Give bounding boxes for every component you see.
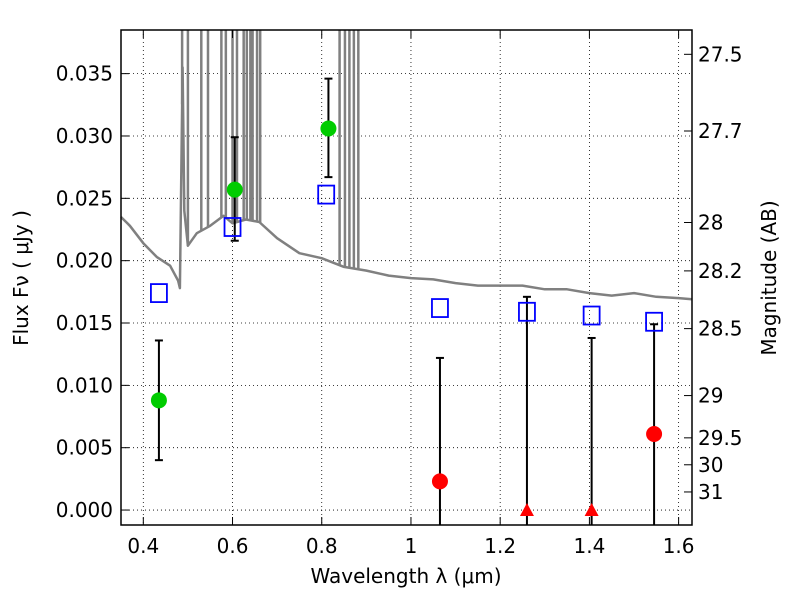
x-tick-label: 1 — [405, 534, 418, 558]
x-tick-label: 0.4 — [127, 534, 159, 558]
y-tick-label: 0.025 — [56, 186, 113, 210]
y-axis-label: Flux Fν ( μJy ) — [9, 210, 33, 346]
right-tick-label: 31 — [698, 480, 723, 504]
grid — [121, 30, 692, 525]
right-tick-label: 28 — [698, 211, 723, 235]
x-axis-label: Wavelength λ (μm) — [310, 564, 501, 588]
y-tick-label: 0.010 — [56, 373, 113, 397]
y-tick-label: 0.035 — [56, 62, 113, 86]
x-tick-label: 0.8 — [306, 534, 338, 558]
right-tick-label: 27.5 — [698, 42, 743, 66]
y-tick-label: 0.000 — [56, 498, 113, 522]
square-marker — [518, 301, 536, 322]
triangle-marker — [519, 503, 534, 517]
circle-marker — [646, 425, 663, 442]
right-tick-label: 29.5 — [698, 426, 743, 450]
right-tick-label: 30 — [698, 453, 723, 477]
square-marker — [582, 305, 601, 326]
y-tick-label: 0.020 — [56, 249, 113, 273]
circle-marker — [320, 120, 337, 137]
data-markers — [150, 120, 663, 517]
square-marker — [645, 311, 663, 332]
right-tick-label: 28.2 — [698, 259, 743, 283]
y-tick-label: 0.030 — [56, 124, 113, 148]
circle-marker — [431, 473, 448, 490]
right-tick-label: 29 — [698, 384, 723, 408]
plot-frame — [120, 29, 693, 526]
square-marker — [223, 217, 242, 237]
square-marker — [150, 283, 168, 303]
right-tick-label: 28.5 — [698, 317, 743, 341]
right-tick-label: 27.7 — [698, 119, 743, 143]
circle-marker — [150, 392, 167, 409]
spectrum-line — [120, 66, 693, 301]
x-tick-label: 1.2 — [484, 534, 516, 558]
tick-labels: 0.4 0.6 0.8 1 1.2 1.4 1.6 0.000 0.005 0.010 0.015 0… — [56, 42, 743, 558]
y-tick-label: 0.005 — [56, 436, 113, 460]
triangle-marker — [584, 503, 599, 517]
y-tick-label: 0.015 — [56, 311, 113, 335]
x-tick-label: 0.6 — [217, 534, 249, 558]
x-tick-label: 1.4 — [573, 534, 605, 558]
x-tick-label: 1.6 — [663, 534, 695, 558]
axis-ticks — [121, 30, 692, 525]
square-marker — [317, 184, 336, 205]
square-marker — [431, 298, 449, 318]
circle-marker — [226, 181, 243, 198]
model-spectrum — [120, 30, 693, 301]
right-axis-label: Magnitude (AB) — [757, 200, 781, 355]
